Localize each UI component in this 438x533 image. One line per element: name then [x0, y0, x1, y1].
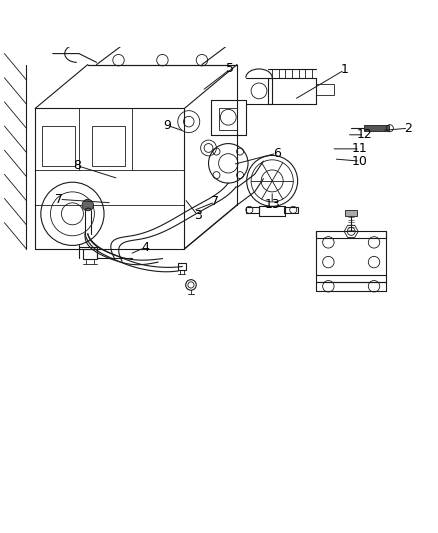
Text: 10: 10	[351, 155, 367, 168]
Text: 3: 3	[193, 208, 201, 222]
Text: 2: 2	[403, 122, 411, 135]
Bar	[92, 126, 125, 166]
Bar	[42, 126, 74, 166]
Text: 12: 12	[356, 128, 371, 141]
Bar	[315, 84, 333, 95]
Bar	[177, 263, 185, 270]
Text: 8: 8	[73, 159, 81, 172]
Bar	[344, 211, 357, 215]
Bar	[245, 207, 258, 213]
Text: 6: 6	[272, 147, 280, 160]
Text: 7: 7	[55, 193, 63, 206]
Bar	[219, 108, 237, 131]
Bar	[284, 207, 297, 213]
Circle shape	[82, 199, 93, 211]
Text: 11: 11	[351, 142, 367, 155]
Text: 13: 13	[264, 198, 279, 211]
Bar	[364, 125, 388, 131]
Text: 9: 9	[162, 119, 170, 132]
Text: 5: 5	[226, 62, 234, 76]
Text: 4: 4	[141, 241, 148, 254]
Text: 7: 7	[211, 196, 219, 208]
Bar	[83, 249, 96, 259]
Text: 1: 1	[340, 63, 348, 76]
